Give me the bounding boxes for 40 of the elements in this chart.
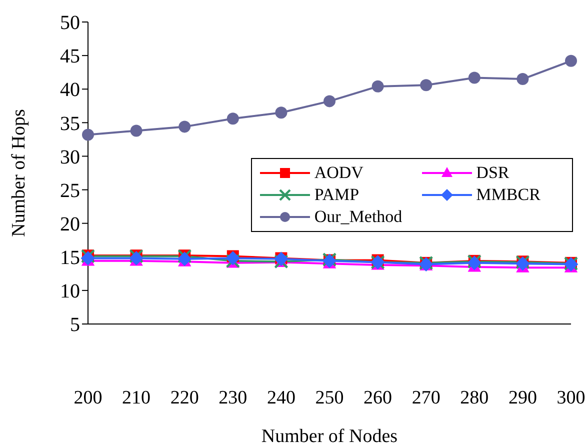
point bbox=[516, 73, 529, 86]
point bbox=[82, 128, 94, 141]
y-axis-title: Number of Hops bbox=[8, 109, 30, 237]
y-tick-label: 10 bbox=[60, 280, 80, 303]
point bbox=[565, 54, 577, 67]
x-tick-label: 200 bbox=[74, 387, 102, 408]
y-tick-label: 50 bbox=[60, 12, 80, 34]
y-tick-label: 20 bbox=[60, 213, 80, 236]
point bbox=[372, 80, 384, 92]
x-tick-label: 210 bbox=[122, 387, 151, 408]
x-tick-label: 290 bbox=[508, 387, 537, 408]
legend-label: PAMP bbox=[314, 185, 360, 205]
y-tick-label: 45 bbox=[60, 46, 80, 68]
x-tick-label: 300 bbox=[556, 387, 586, 408]
x-tick-label: 280 bbox=[460, 387, 489, 408]
point bbox=[420, 79, 432, 92]
point bbox=[275, 106, 288, 119]
y-tick-label: 40 bbox=[60, 79, 80, 102]
legend-label: DSR bbox=[476, 163, 510, 183]
x-tick-label: 230 bbox=[218, 387, 248, 408]
x-tick-label: 240 bbox=[266, 387, 296, 408]
legend-label: Our_Method bbox=[314, 207, 402, 227]
point bbox=[226, 112, 239, 125]
y-tick-label: 35 bbox=[60, 112, 80, 135]
x-axis-title: Number of Nodes bbox=[261, 426, 398, 446]
legend-label: AODV bbox=[314, 163, 364, 183]
point bbox=[468, 72, 480, 84]
point bbox=[226, 251, 240, 266]
point bbox=[324, 95, 336, 108]
point bbox=[178, 120, 191, 133]
x-tick-label: 220 bbox=[170, 387, 199, 408]
y-tick-label: 25 bbox=[60, 180, 80, 202]
y-tick-label: 30 bbox=[60, 146, 80, 168]
point bbox=[130, 124, 142, 137]
x-tick-label: 260 bbox=[364, 387, 392, 408]
y-tick-label: 15 bbox=[60, 246, 80, 269]
legend-label: MMBCR bbox=[476, 185, 540, 205]
y-tick-label: 5 bbox=[70, 314, 80, 336]
x-tick-label: 270 bbox=[412, 387, 440, 408]
x-tick-label: 250 bbox=[315, 387, 344, 408]
